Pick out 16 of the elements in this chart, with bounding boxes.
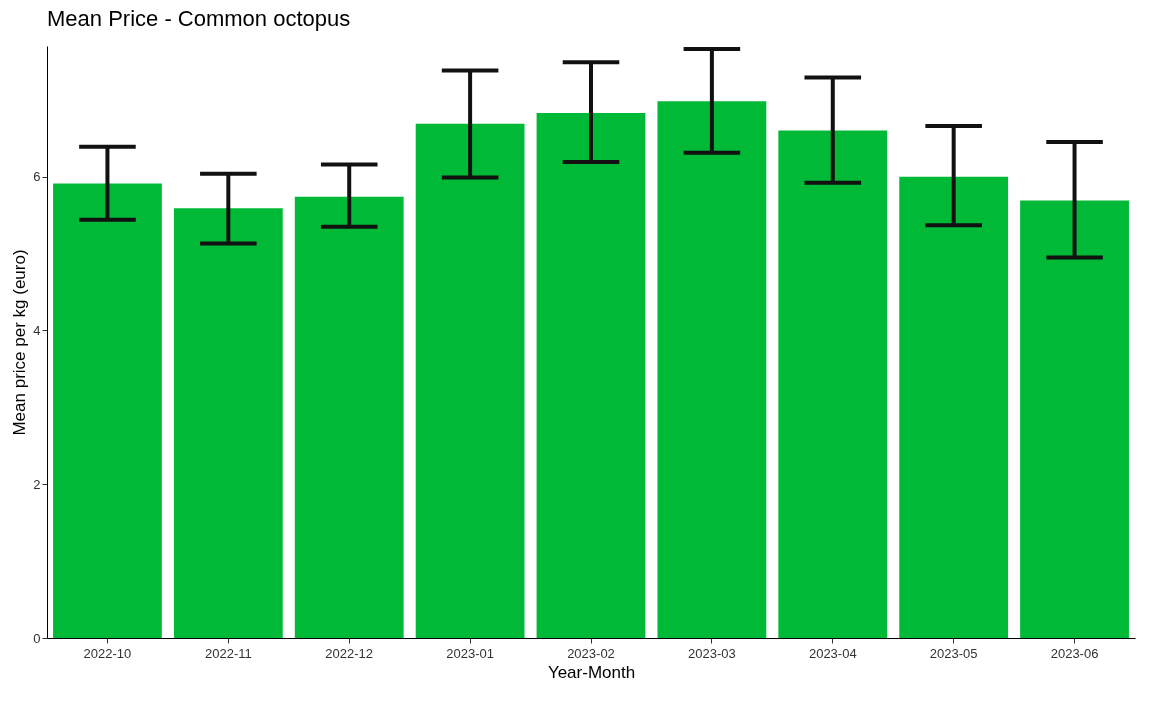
y-tick-label: 2 [33, 476, 41, 492]
chart-title: Mean Price - Common octopus [47, 6, 351, 32]
x-tick-label: 2023-06 [1050, 645, 1099, 661]
x-tick-label: 2023-03 [688, 645, 736, 661]
x-tick-label: 2022-11 [204, 645, 252, 661]
x-tick-label: 2023-01 [446, 645, 494, 661]
y-tick-label: 6 [33, 169, 41, 185]
x-tick-label: 2023-02 [567, 645, 615, 661]
x-tick-label: 2023-05 [929, 645, 978, 661]
x-tick-label: 2022-10 [83, 645, 132, 661]
x-axis-title: Year-Month [547, 662, 636, 682]
x-tick-label: 2023-04 [808, 645, 857, 661]
y-axis-title: Mean price per kg (euro) [10, 249, 30, 436]
y-tick-label: 0 [33, 630, 41, 646]
x-tick-label: 2022-12 [325, 645, 374, 661]
y-tick-label: 4 [33, 322, 41, 338]
